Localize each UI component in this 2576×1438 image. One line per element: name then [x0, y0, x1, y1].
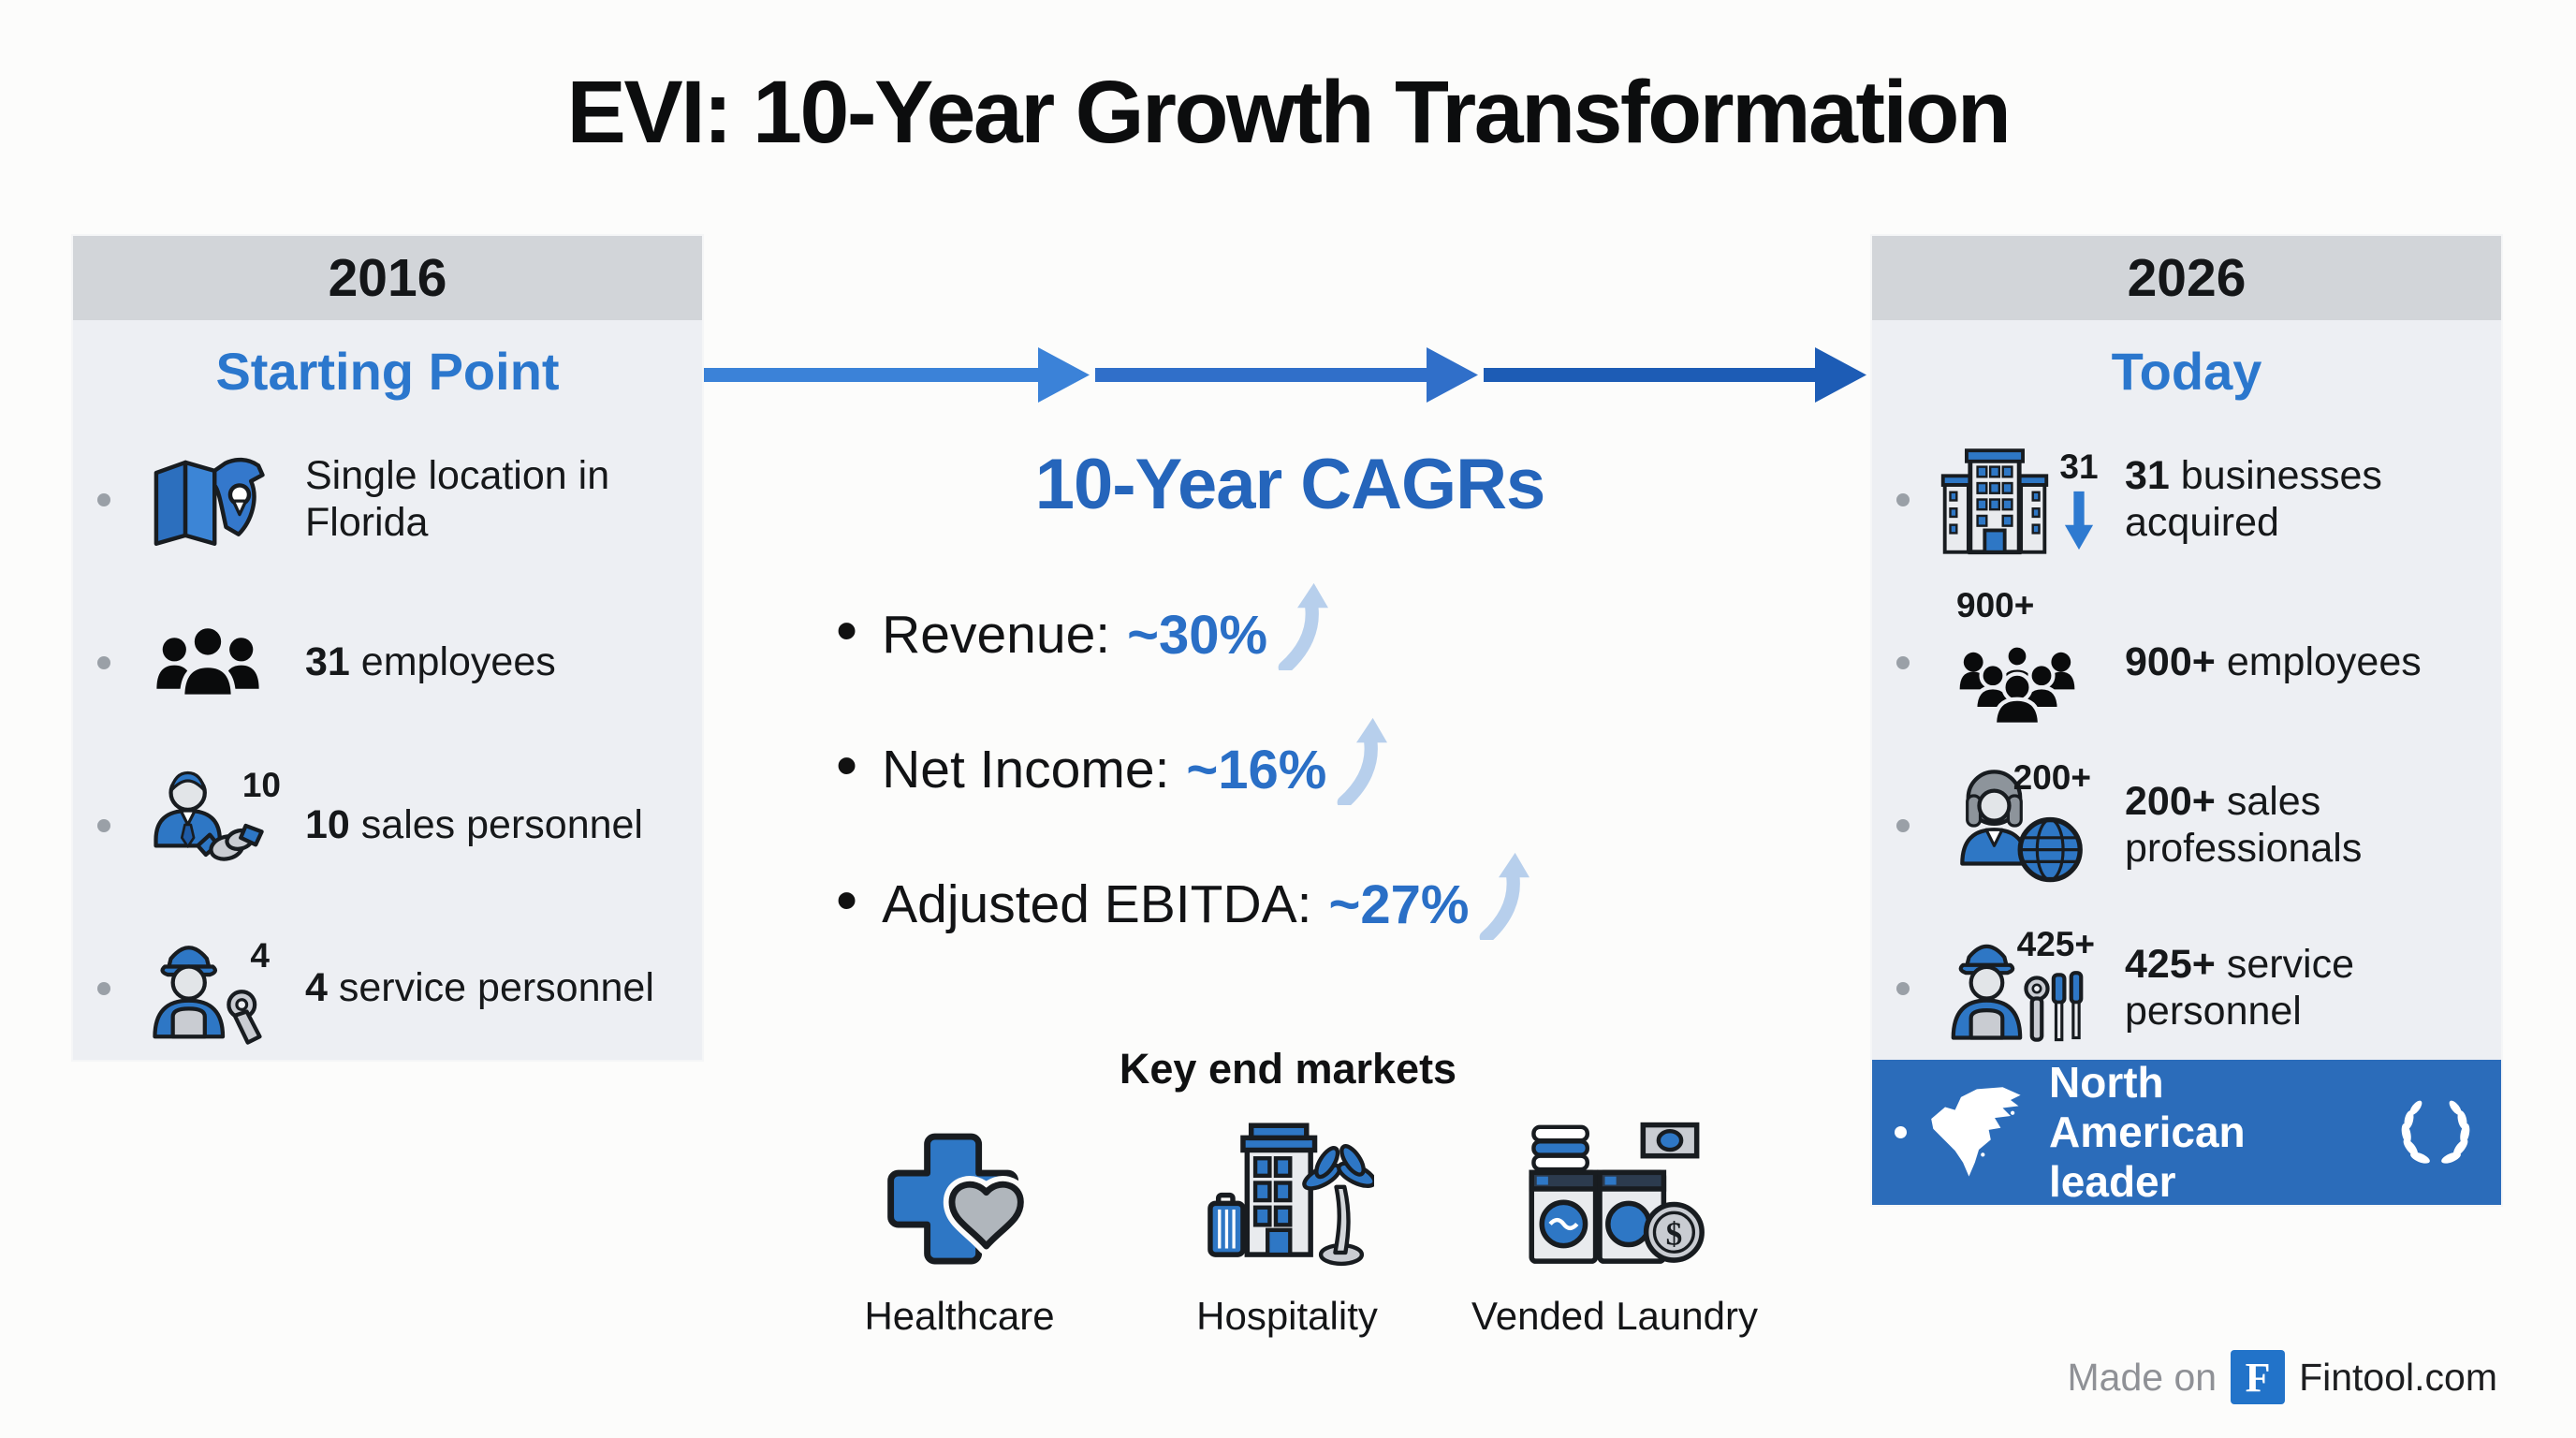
count-badge: 31: [2059, 447, 2099, 486]
footer: Made on F Fintool.com: [2068, 1350, 2497, 1404]
cagr-value: ~27%: [1328, 873, 1470, 935]
bullet-dot: [97, 982, 110, 995]
item-text: 425+ service personnel: [2125, 942, 2355, 1034]
cagr-label: Revenue:: [882, 605, 1111, 665]
cagr-value: ~30%: [1127, 604, 1268, 666]
panel-2016-year: 2016: [73, 236, 702, 320]
market-label: Hospitality: [1196, 1294, 1378, 1338]
cagr-label: Adjusted EBITDA:: [882, 874, 1312, 934]
growth-arrow-icon: [1277, 580, 1339, 670]
bullet-dot: [1896, 819, 1910, 832]
list-item: 4 4 service personnel: [94, 917, 689, 1060]
bullet-dot: [1895, 1126, 1907, 1138]
acquired-businesses-icon: 31: [1925, 429, 2110, 571]
item-text: Single location in Florida: [305, 453, 610, 545]
page-title: EVI: 10-Year Growth Transformation: [566, 63, 2012, 162]
panel-2026-year: 2026: [1872, 236, 2501, 320]
growth-arrow-icon: [1336, 715, 1398, 805]
count-badge: 900+: [1956, 586, 2035, 624]
laurel-wreath-icon: [2393, 1093, 2479, 1172]
markets-row: Healthcare: [796, 1108, 1780, 1339]
cagr-value: ~16%: [1186, 739, 1327, 800]
acquisition-count: 31: [2059, 447, 2099, 551]
market-healthcare: Healthcare: [796, 1108, 1123, 1339]
count-badge: 4: [250, 936, 270, 975]
employees-group-icon: [125, 592, 290, 734]
item-text: 200+ sales professionals: [2125, 779, 2363, 871]
employees-crowd-icon: 900+: [1925, 588, 2110, 734]
item-text: 31 businesses acquired: [2125, 453, 2382, 545]
cagr-heading: 10-Year CAGRs: [1034, 445, 1546, 524]
market-vended-laundry: $ Vended Laundry: [1451, 1108, 1778, 1339]
list-item: Single location in Florida: [94, 429, 689, 571]
panel-2016-heading: Starting Point: [215, 342, 560, 401]
service-personnel-tools-icon: 425+: [1925, 917, 2110, 1060]
fintool-logo-icon: F: [2231, 1350, 2286, 1404]
list-item: 31 employees: [94, 592, 689, 734]
item-text: 31 employees: [305, 639, 556, 685]
vended-laundry-icon: $: [1519, 1108, 1710, 1283]
bullet-dot: [97, 493, 110, 506]
panel-2016-items: Single location in Florida 31 employees: [73, 429, 702, 1060]
sales-personnel-icon: 10: [125, 755, 290, 897]
down-arrow-icon: [2064, 491, 2094, 550]
market-label: Vended Laundry: [1471, 1294, 1758, 1338]
item-text: 4 service personnel: [305, 965, 654, 1011]
list-item: 425+ 425+ service personnel: [1893, 917, 2488, 1060]
north-america-map-icon: [1931, 1086, 2021, 1177]
list-item: 200+ 200+ sales professionals: [1893, 755, 2488, 897]
cagr-label: Net Income:: [882, 740, 1170, 800]
item-text: 900+ employees: [2125, 639, 2422, 685]
healthcare-icon: [879, 1108, 1040, 1283]
made-on-label: Made on: [2067, 1355, 2217, 1399]
bullet-dot: [97, 819, 110, 832]
panel-2026-items: 31 31 businesses acquired: [1872, 429, 2501, 1060]
bullet-glyph: •: [836, 595, 858, 665]
sales-professionals-icon: 200+: [1925, 755, 2110, 897]
bullet-glyph: •: [836, 730, 858, 800]
leader-banner: North American leader: [1872, 1058, 2501, 1206]
count-badge: 425+: [2016, 925, 2095, 963]
list-item: 10 10 sales personnel: [94, 755, 689, 897]
bullet-dot: [1896, 656, 1910, 669]
hospitality-icon: [1200, 1108, 1374, 1283]
list-item: 31 31 businesses acquired: [1893, 429, 2488, 571]
count-badge: 10: [242, 766, 281, 804]
panel-2026: 2026 Today: [1872, 236, 2501, 1206]
item-text: 10 sales personnel: [305, 802, 643, 848]
bullet-glyph: •: [836, 865, 858, 934]
growth-arrow-icon: [1478, 850, 1540, 940]
panel-2016: 2016 Starting Point Single location in F…: [73, 236, 702, 1060]
count-badge: 200+: [2012, 758, 2091, 797]
cagr-row-net-income: • Net Income: ~16%: [836, 717, 1540, 816]
leader-text: North American leader: [2049, 1058, 2246, 1206]
svg-text:$: $: [1666, 1216, 1683, 1253]
bullet-dot: [1896, 982, 1910, 995]
florida-map-icon: [125, 429, 290, 571]
cagr-row-revenue: • Revenue: ~30%: [836, 582, 1540, 682]
bullet-dot: [97, 656, 110, 669]
timeline-arrow: [704, 341, 1868, 410]
fintool-link[interactable]: Fintool.com: [2299, 1355, 2497, 1399]
service-personnel-icon: 4: [125, 917, 290, 1060]
markets-heading: Key end markets: [1119, 1045, 1457, 1093]
panel-2026-heading: Today: [2111, 342, 2262, 401]
cagr-row-ebitda: • Adjusted EBITDA: ~27%: [836, 852, 1540, 951]
market-label: Healthcare: [864, 1294, 1055, 1338]
cagr-list: • Revenue: ~30% • Net Income: ~16% •: [836, 582, 1540, 992]
list-item: 900+ 900+ employees: [1893, 588, 2488, 734]
bullet-dot: [1896, 493, 1910, 506]
market-hospitality: Hospitality: [1123, 1108, 1451, 1339]
